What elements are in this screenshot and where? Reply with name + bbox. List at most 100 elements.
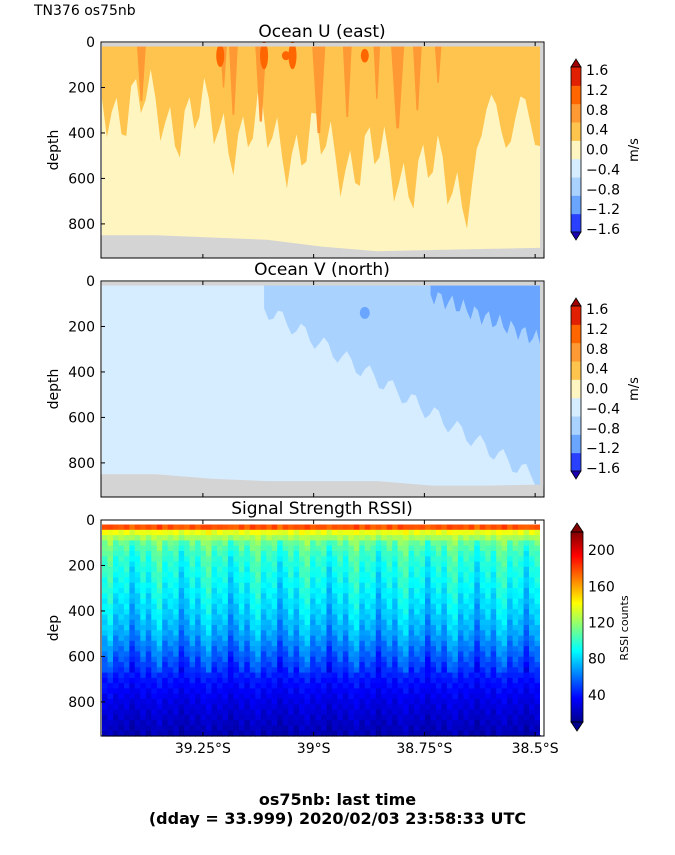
rssi-cell [375,656,382,663]
rssi-cell [468,677,475,684]
rssi-cell [211,535,218,541]
rssi-cell [173,619,180,626]
colorbar-extend-top [570,58,582,68]
rssi-cell [463,704,470,711]
rssi-cell [118,704,125,711]
rssi-cell [523,598,530,605]
rssi-cell [238,598,245,605]
rssi-cell [140,714,147,721]
rssi-cell [277,656,284,663]
rssi-cell [436,619,443,626]
rssi-cell [359,609,366,615]
rssi-cell [178,640,185,647]
rssi-cell [501,704,508,711]
rssi-cell [386,609,393,615]
rssi-cell [359,672,366,679]
rssi-cell [425,588,432,594]
rssi-cell [260,646,267,652]
rssi-cell [271,677,278,684]
rssi-cell [331,635,338,642]
rssi-cell [310,714,317,721]
rssi-cell [446,640,453,647]
rssi-cell [244,540,251,547]
rssi-cell [162,688,169,695]
rssi-cell [359,677,366,684]
rssi-cell [222,656,229,663]
rssi-cell [299,683,306,689]
rssi-cell [123,577,130,584]
rssi-cell [326,672,333,679]
rssi-cell [162,635,169,642]
rssi-cell [195,614,202,621]
rssi-cell [337,529,344,536]
rssi-cell [310,603,317,610]
rssi-cell [315,646,322,652]
rssi-cell [304,725,311,732]
rssi-cell [189,730,196,737]
rssi-cell [403,598,410,605]
rssi-cell [518,598,525,605]
rssi-cell [260,540,267,547]
rssi-cell [315,662,322,668]
rssi-cell [507,540,514,547]
rssi-cell [425,630,432,637]
rssi-cell [529,677,536,684]
rssi-cell [310,688,317,695]
rssi-cell [457,625,464,631]
rssi-cell [217,625,224,631]
rssi-cell [162,720,169,726]
rssi-cell [485,677,492,684]
rssi-cell [195,603,202,610]
rssi-cell [238,556,245,563]
rssi-cell [222,572,229,578]
rssi-cell [167,572,174,578]
rssi-cell [118,551,125,557]
rssi-cell [501,582,508,589]
rssi-cell [463,619,470,626]
rssi-cell [518,577,525,584]
rssi-cell [474,582,481,589]
rssi-cell [299,535,306,541]
rssi-cell [425,561,432,568]
rssi-cell [364,630,371,637]
rssi-cell [277,683,284,689]
rssi-cell [271,614,278,621]
rssi-cell [178,577,185,584]
rssi-cell [315,545,322,552]
rssi-cell [375,725,382,732]
rssi-cell [337,662,344,668]
rssi-cell [397,535,404,541]
rssi-cell [392,672,399,679]
v-right-mask [540,282,543,496]
rssi-cell [233,677,240,684]
rssi-cell [293,614,300,621]
rssi-cell [501,540,508,547]
rssi-cell [397,566,404,573]
rssi-cell [102,556,109,563]
rssi-cell [375,540,382,547]
rssi-cell [408,635,415,642]
y-tick-label: 600 [68,171,95,187]
rssi-cell [507,556,514,563]
rssi-cell [299,646,306,652]
rssi-cell [474,683,481,689]
rssi-cell [408,582,415,589]
rssi-cell [518,556,525,563]
rssi-cell [392,656,399,663]
rssi-cell [518,683,525,689]
rssi-cell [397,529,404,536]
footer-title-line-2: (dday = 33.999) 2020/02/03 23:58:33 UTC [148,809,527,828]
rssi-cell [217,593,224,600]
rssi-cell [123,704,130,711]
rssi-cell [184,619,191,626]
rssi-cell [173,630,180,637]
y-tick-label: 600 [68,410,95,426]
rssi-cell [310,588,317,594]
rssi-cell [529,529,536,536]
rssi-cell [238,609,245,615]
rssi-cell [211,529,218,536]
rssi-cell [326,720,333,726]
rssi-cell [129,609,136,615]
rssi-cell [277,730,284,737]
